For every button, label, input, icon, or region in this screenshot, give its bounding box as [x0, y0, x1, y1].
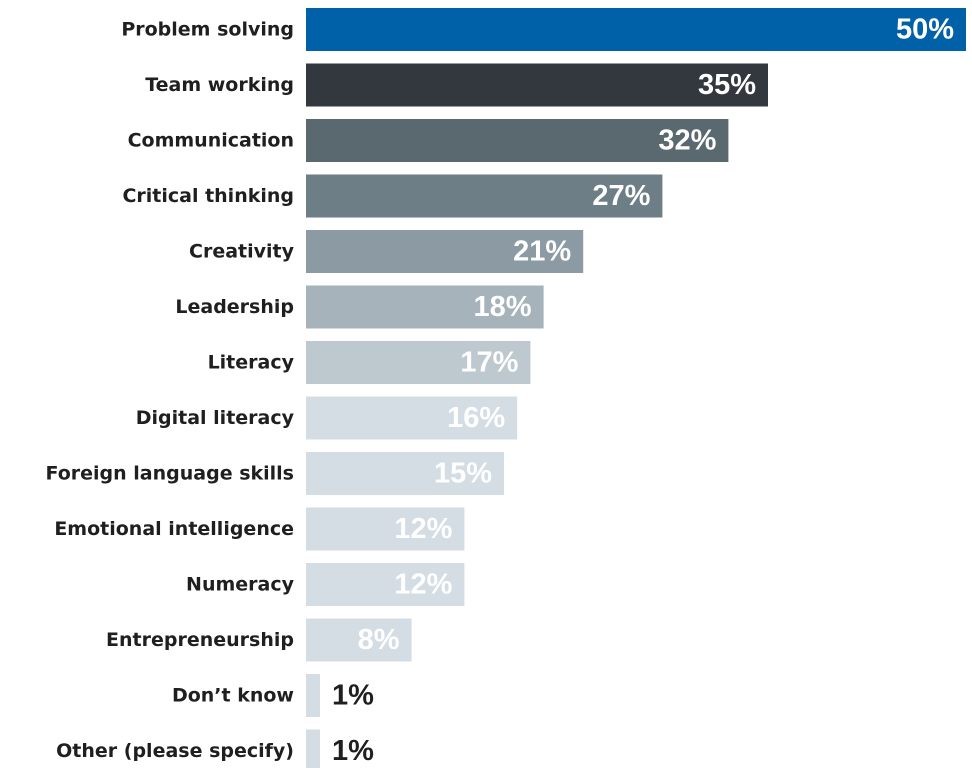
category-label-other-please-specify: Other (please specify): [56, 740, 294, 762]
category-label-emotional-intelligence: Emotional intelligence: [54, 518, 294, 540]
bar-other-please-specify: [306, 729, 320, 768]
value-label-leadership: 18%: [474, 291, 532, 323]
value-label-don-t-know: 1%: [332, 680, 374, 712]
value-label-digital-literacy: 16%: [447, 402, 505, 434]
value-label-critical-thinking: 27%: [592, 180, 650, 212]
category-label-critical-thinking: Critical thinking: [122, 185, 294, 207]
category-label-don-t-know: Don’t know: [172, 685, 294, 707]
category-label-team-working: Team working: [145, 74, 294, 96]
category-label-digital-literacy: Digital literacy: [136, 407, 295, 429]
category-label-literacy: Literacy: [208, 352, 295, 374]
category-label-creativity: Creativity: [189, 241, 295, 263]
value-label-team-working: 35%: [698, 69, 756, 101]
value-label-numeracy: 12%: [394, 569, 452, 601]
value-label-foreign-language-skills: 15%: [434, 458, 492, 490]
category-label-leadership: Leadership: [175, 296, 294, 318]
bar-communication: [306, 119, 729, 162]
bar-team-working: [306, 63, 768, 107]
bar-foreign-language-skills: [306, 452, 504, 495]
category-label-entrepreneurship: Entrepreneurship: [106, 629, 294, 651]
value-label-problem-solving: 50%: [896, 14, 954, 46]
bar-creativity: [306, 230, 584, 273]
value-label-entrepreneurship: 8%: [358, 624, 400, 656]
bar-don-t-know: [306, 674, 320, 717]
bar-digital-literacy: [306, 396, 518, 440]
value-label-literacy: 17%: [460, 347, 518, 379]
category-label-numeracy: Numeracy: [186, 574, 295, 596]
bar-literacy: [306, 341, 531, 384]
category-label-problem-solving: Problem solving: [121, 19, 294, 41]
value-label-emotional-intelligence: 12%: [394, 513, 452, 545]
category-label-foreign-language-skills: Foreign language skills: [46, 463, 294, 485]
category-label-communication: Communication: [128, 130, 294, 152]
bar-leadership: [306, 285, 544, 329]
bar-emotional-intelligence: [306, 507, 465, 551]
value-label-creativity: 21%: [513, 236, 571, 268]
bar-entrepreneurship: [306, 618, 412, 662]
bar-critical-thinking: [306, 174, 663, 218]
value-label-communication: 32%: [658, 125, 716, 157]
bar-numeracy: [306, 563, 465, 606]
bar-problem-solving: [306, 8, 966, 51]
value-label-other-please-specify: 1%: [332, 735, 374, 767]
